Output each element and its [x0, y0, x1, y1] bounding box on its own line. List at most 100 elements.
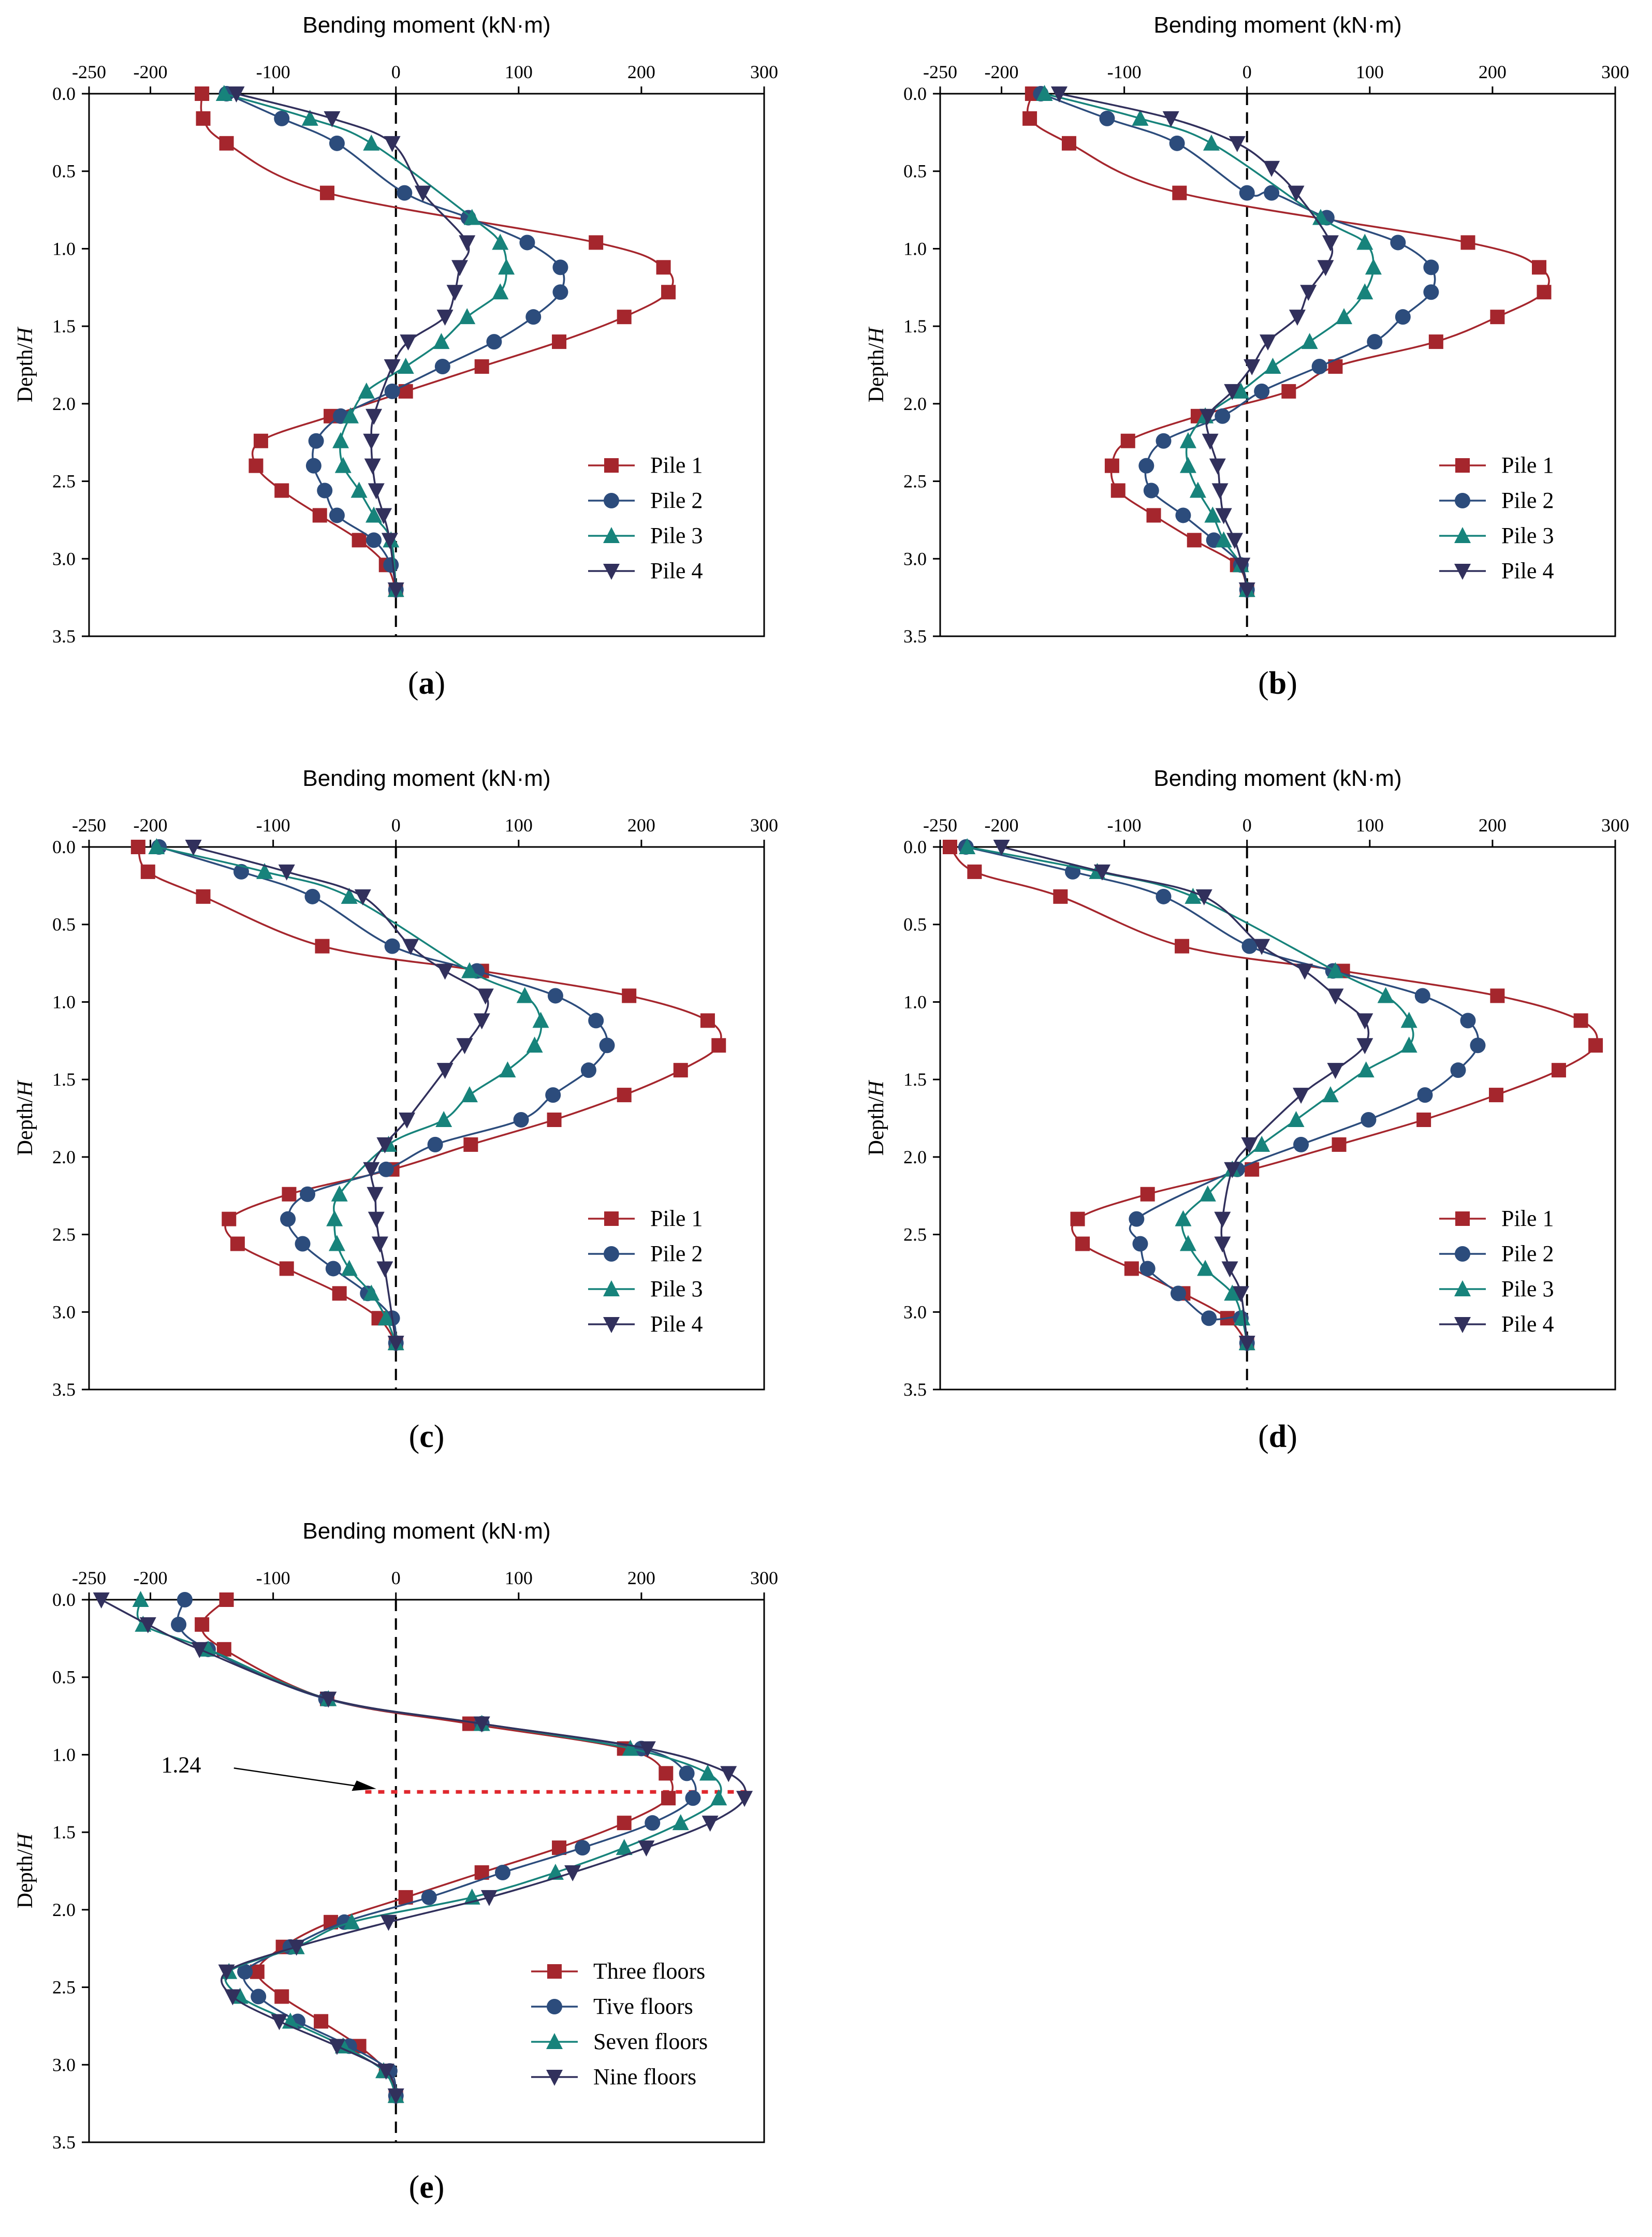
data-point [1281, 384, 1296, 399]
data-point [588, 1013, 604, 1029]
data-point [328, 1235, 345, 1251]
data-point [1336, 308, 1353, 325]
x-axis-title: Bending moment (kN·m) [1153, 12, 1401, 38]
legend-label: Seven floors [593, 2029, 708, 2054]
y-tick-label: 3.0 [52, 548, 76, 569]
legend-label: Three floors [593, 1958, 705, 1984]
chart-panel-b: Bending moment (kN·m) -250 -200 -100 0 100 200… [865, 12, 1629, 701]
data-point [375, 508, 392, 524]
legend-marker [1454, 564, 1471, 580]
data-point [1110, 483, 1125, 498]
panel-label: (b) [1258, 666, 1297, 701]
data-point [1244, 359, 1261, 375]
data-point [400, 334, 417, 351]
data-point [1146, 508, 1161, 523]
data-point [589, 235, 604, 250]
data-point [461, 1086, 478, 1103]
data-point [384, 938, 400, 954]
data-point [248, 458, 264, 473]
data-point [1061, 136, 1076, 151]
data-point [446, 285, 463, 301]
data-point [279, 1261, 294, 1276]
legend-label: Pile 3 [1501, 523, 1554, 548]
x-axis-title: Bending moment (kN·m) [302, 766, 550, 791]
data-point [363, 433, 380, 450]
data-point [1215, 508, 1232, 524]
data-point [700, 1013, 715, 1028]
x-tick-label: 200 [1479, 815, 1507, 836]
data-point [575, 1840, 591, 1856]
data-point [661, 285, 676, 300]
data-point [148, 838, 165, 854]
series-pile-1 [130, 840, 726, 1351]
y-tick-label: 1.0 [52, 238, 76, 259]
data-point [1365, 258, 1382, 275]
data-point [1260, 334, 1277, 351]
data-point [580, 1062, 596, 1078]
data-point [325, 1261, 341, 1277]
data-point [282, 1187, 297, 1202]
data-point [1224, 384, 1241, 400]
x-tick-label: 200 [627, 1568, 655, 1588]
y-tick-label: 0.0 [52, 1589, 76, 1610]
data-point [459, 235, 476, 252]
legend-marker [1455, 1211, 1470, 1226]
chart-panel-e: Bending moment (kN·m) -250 -200 -100 0 100 200… [13, 1518, 778, 2205]
y-tick-label: 3.5 [52, 2132, 76, 2153]
data-point [215, 85, 232, 101]
y-tick-label: 0.0 [903, 837, 927, 857]
legend-label: Tive floors [593, 1994, 693, 2019]
x-axis-title: Bending moment (kN·m) [1153, 766, 1401, 791]
data-point [196, 111, 211, 126]
data-point [720, 1766, 737, 1782]
legend-label: Nine floors [593, 2064, 696, 2089]
y-axis-title: Depth/H [13, 1832, 37, 1908]
data-point [659, 1766, 674, 1781]
data-point [358, 382, 375, 399]
data-point [942, 840, 957, 854]
legend-label: Pile 1 [1501, 452, 1554, 478]
legend-label: Pile 2 [650, 1241, 703, 1266]
y-tick-label: 1.0 [903, 238, 927, 259]
y-tick-label: 2.0 [52, 1899, 76, 1920]
data-point [308, 433, 324, 449]
data-point [320, 1691, 337, 1708]
data-point [1395, 309, 1411, 325]
data-point [564, 1865, 581, 1881]
data-point [463, 1137, 478, 1152]
data-point [399, 1112, 416, 1129]
data-point [1199, 1185, 1216, 1202]
plot-frame [88, 93, 765, 637]
data-point [1211, 483, 1229, 500]
data-point [332, 1286, 347, 1301]
data-point [288, 1939, 305, 1956]
data-point [1070, 1211, 1085, 1226]
data-point [1204, 506, 1221, 523]
data-point [228, 86, 245, 103]
legend-marker [603, 564, 620, 580]
y-tick-label: 1.5 [903, 316, 927, 337]
series-line [1001, 846, 1370, 1343]
x-tick-label: 100 [1356, 62, 1384, 82]
x-tick-label: 0 [391, 815, 401, 836]
data-point [1537, 285, 1552, 300]
legend: Three floors Tive floors Seven floors Nine … [531, 1958, 708, 2089]
data-point [331, 1185, 348, 1202]
data-point [1156, 433, 1172, 449]
data-point [435, 1110, 452, 1127]
data-point [1132, 109, 1149, 126]
data-point [384, 136, 401, 152]
data-point [305, 458, 321, 474]
data-point [1490, 310, 1505, 325]
data-point [526, 1036, 543, 1053]
x-axis-title: Bending moment (kN·m) [302, 12, 550, 38]
data-point [1264, 185, 1280, 201]
data-point [456, 1038, 473, 1055]
data-point [525, 309, 542, 325]
data-point [463, 209, 480, 225]
data-point [516, 987, 533, 1003]
panel-label: (d) [1258, 1419, 1297, 1454]
data-point [397, 185, 413, 201]
data-point [638, 1840, 655, 1857]
data-point [486, 334, 502, 350]
